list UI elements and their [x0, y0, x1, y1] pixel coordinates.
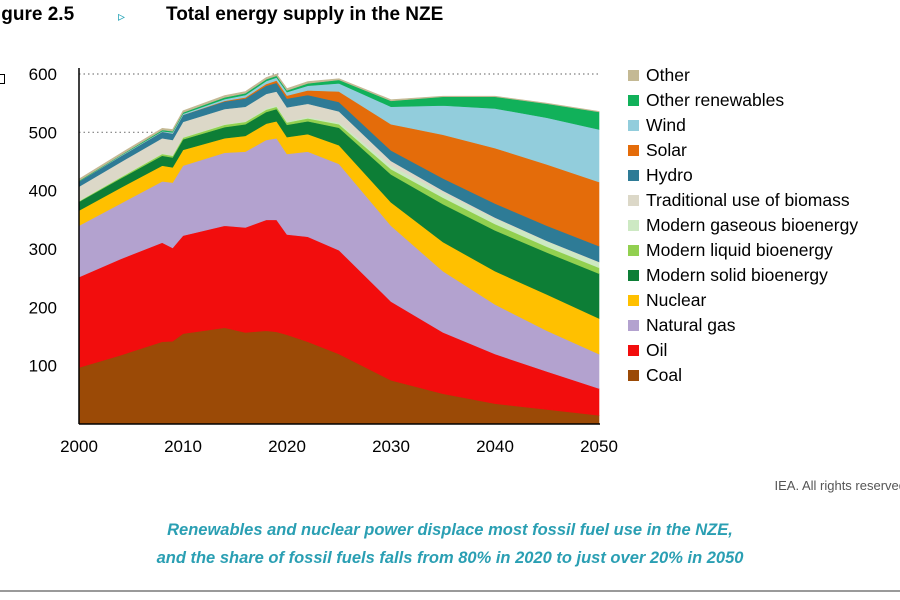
legend-swatch-solar [628, 145, 639, 156]
legend-swatch-coal [628, 370, 639, 381]
legend-label-solar: Solar [646, 140, 687, 160]
caption-line-2: and the share of fossil fuels falls from… [156, 549, 744, 567]
stacked-areas [78, 73, 600, 425]
legend-label-traditional-use-of-biomass: Traditional use of biomass [646, 190, 850, 210]
x-tick-2010: 2010 [164, 437, 202, 456]
y-tick-labels: 100 200 300 400 500 600 [29, 65, 57, 376]
legend-label-oil: Oil [646, 340, 667, 360]
legend-label-coal: Coal [646, 365, 682, 385]
legend-swatch-traditional-use-of-biomass [628, 195, 639, 206]
copyright-note: IEA. All rights reserved [774, 478, 900, 493]
y-tick-300: 300 [29, 240, 57, 259]
legend: Other Other renewables Wind Solar Hydro Tradi… [628, 65, 858, 385]
legend-swatch-wind [628, 120, 639, 131]
y-tick-200: 200 [29, 298, 57, 317]
legend-label-natural-gas: Natural gas [646, 315, 736, 335]
legend-swatch-natural-gas [628, 320, 639, 331]
legend-swatch-oil [628, 345, 639, 356]
legend-swatch-modern-liquid-bioenergy [628, 245, 639, 256]
unit-bracket-icon [0, 74, 5, 84]
legend-label-wind: Wind [646, 115, 686, 135]
figure-caption: Renewables and nuclear power displace mo… [0, 516, 900, 572]
legend-label-other-renewables: Other renewables [646, 90, 784, 110]
x-tick-2020: 2020 [268, 437, 306, 456]
legend-label-hydro: Hydro [646, 165, 693, 185]
x-tick-2050: 2050 [580, 437, 618, 456]
legend-label-modern-solid-bioenergy: Modern solid bioenergy [646, 265, 828, 285]
y-tick-500: 500 [29, 123, 57, 142]
legend-label-modern-liquid-bioenergy: Modern liquid bioenergy [646, 240, 833, 260]
x-tick-2000: 2000 [60, 437, 98, 456]
x-tick-labels: 2000 2010 2020 2030 2040 2050 [60, 437, 618, 456]
legend-swatch-modern-gaseous-bioenergy [628, 220, 639, 231]
y-tick-100: 100 [29, 357, 57, 376]
legend-label-other: Other [646, 65, 690, 85]
legend-swatch-hydro [628, 170, 639, 181]
y-tick-600: 600 [29, 65, 57, 84]
axes [78, 68, 600, 425]
area-other [78, 73, 600, 182]
x-tick-2030: 2030 [372, 437, 410, 456]
legend-swatch-other [628, 70, 639, 81]
triangle-arrow-icon: ▹ [118, 8, 126, 24]
x-tick-2040: 2040 [476, 437, 514, 456]
caption-line-1: Renewables and nuclear power displace mo… [167, 521, 733, 539]
figure-header: igure 2.5 ▹ Total energy supply in the N… [0, 0, 900, 40]
figure-title: Total energy supply in the NZE [166, 4, 444, 25]
legend-label-modern-gaseous-bioenergy: Modern gaseous bioenergy [646, 215, 858, 235]
bottom-divider [0, 590, 900, 592]
legend-label-nuclear: Nuclear [646, 290, 706, 310]
legend-swatch-other-renewables [628, 95, 639, 106]
legend-swatch-modern-solid-bioenergy [628, 270, 639, 281]
y-tick-400: 400 [29, 182, 57, 201]
figure-label: igure 2.5 [0, 4, 75, 25]
legend-swatch-nuclear [628, 295, 639, 306]
